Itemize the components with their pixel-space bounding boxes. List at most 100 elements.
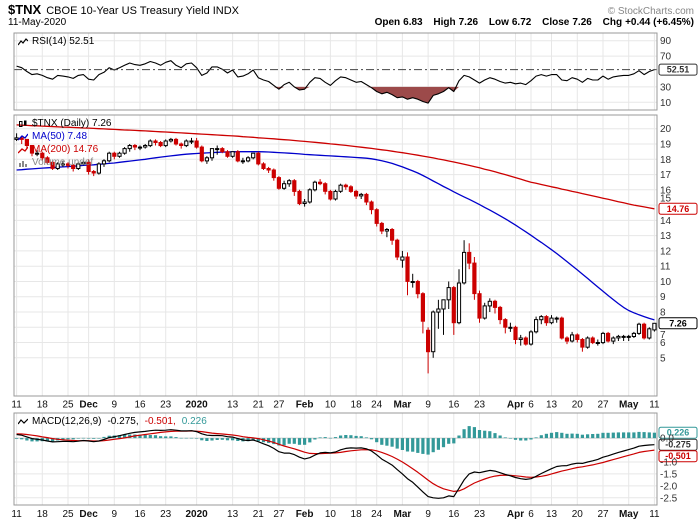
header-line2: 11-May-2020 Open 6.83 High 7.26 Low 6.72 Cl… [0,17,700,28]
svg-text:Feb: Feb [296,509,314,520]
svg-text:Apr: Apr [507,509,524,520]
svg-text:21: 21 [253,509,265,520]
svg-text:Apr: Apr [507,400,524,411]
svg-text:17: 17 [660,170,672,181]
svg-text:-0.275: -0.275 [665,440,691,450]
svg-text:6: 6 [528,400,534,411]
svg-text:27: 27 [597,509,609,520]
svg-text:25: 25 [62,509,74,520]
chart-date: 11-May-2020 [8,17,67,28]
svg-text:23: 23 [474,509,486,520]
svg-text:23: 23 [474,400,486,411]
ma50-line-icon [18,133,28,140]
svg-text:16: 16 [660,185,672,196]
chg-value: +0.44 (+6.45%) [625,17,694,28]
x-axis-labels: 11 18 25 Dec 9 16 23 2020 13 21 27 Feb 10 18 24 Mar 9 16 2… [11,400,660,521]
price-legend-row: $TNX (Daily) 7.26 [18,118,111,129]
svg-text:11: 11 [660,262,671,273]
svg-text:12: 12 [660,246,672,257]
volume-bars-icon [19,160,27,167]
volume-legend-row: Volume undef [18,157,93,168]
svg-text:0.0: 0.0 [660,434,674,445]
svg-text:-2.0: -2.0 [660,481,678,492]
symbol: $TNX [8,2,42,17]
svg-text:23: 23 [160,509,172,520]
macd-hist-value: 0.226 [181,416,207,427]
close-value: 7.26 [572,17,592,28]
svg-text:11: 11 [11,400,22,411]
svg-text:16: 16 [134,509,146,520]
high-value: 7.26 [458,17,479,28]
low-label: Low [488,17,509,28]
ma50-legend-row: MA(50) 7.48 [18,131,87,142]
svg-text:18: 18 [660,155,672,166]
svg-text:Feb: Feb [296,400,314,411]
svg-text:27: 27 [273,509,285,520]
svg-text:-2.5: -2.5 [660,493,678,504]
open-label: Open [374,17,401,28]
panel-borders [13,32,658,506]
svg-text:5: 5 [660,353,666,364]
macd-indicator-icon [18,418,28,424]
svg-text:-1.0: -1.0 [660,458,678,469]
low-value: 6.72 [511,17,532,28]
chg-label: Chg [602,17,623,28]
price-series-label: $TNX (Daily) 7.26 [32,118,112,129]
svg-text:11: 11 [649,400,660,411]
svg-text:16: 16 [448,509,460,520]
quote-summary: Open 6.83 High 7.26 Low 6.72 Close 7.26 Chg +… [367,17,694,28]
rsi-legend-label: RSI(14) 52.51 [32,36,95,47]
svg-text:9: 9 [425,509,431,520]
svg-text:16: 16 [448,400,460,411]
svg-text:18: 18 [351,400,363,411]
svg-text:23: 23 [160,400,172,411]
svg-text:24: 24 [371,509,383,520]
svg-text:21: 21 [253,400,265,411]
svg-text:27: 27 [597,400,609,411]
candles [14,133,657,374]
svg-text:18: 18 [37,400,49,411]
svg-text:13: 13 [546,509,558,520]
svg-text:16: 16 [134,400,146,411]
svg-text:25: 25 [62,400,74,411]
close-label: Close [542,17,570,28]
svg-text:10: 10 [325,400,337,411]
svg-text:19: 19 [660,140,672,151]
ma200-label: MA(200) 14.76 [32,144,99,155]
svg-text:10: 10 [660,277,672,288]
svg-text:90: 90 [660,36,672,47]
svg-text:11: 11 [649,509,660,520]
chart-header: $TNX CBOE 10-Year US Treasury Yield INDX… [0,0,700,28]
high-label: High [433,17,456,28]
svg-text:11: 11 [11,509,22,520]
svg-text:13: 13 [227,400,239,411]
svg-text:24: 24 [371,400,383,411]
price-plot [16,124,655,321]
svg-text:10: 10 [660,98,672,109]
svg-text:6: 6 [528,509,534,520]
svg-text:9: 9 [112,400,118,411]
svg-text:Mar: Mar [394,400,412,411]
svg-text:15: 15 [660,193,672,204]
header-line1: $TNX CBOE 10-Year US Treasury Yield INDX… [0,2,700,17]
svg-text:9: 9 [112,509,118,520]
svg-text:2020: 2020 [185,400,208,411]
macd-plot [15,426,656,499]
svg-text:13: 13 [546,400,558,411]
macd-legend-label: MACD(12,26,9) [32,416,102,427]
svg-text:30: 30 [660,82,672,93]
svg-text:May: May [619,509,639,520]
svg-text:70: 70 [660,52,672,63]
svg-text:13: 13 [660,231,672,242]
rsi-plot [14,60,657,104]
svg-text:18: 18 [37,509,49,520]
svg-text:14: 14 [660,216,672,227]
svg-text:Mar: Mar [394,509,412,520]
chart-title: CBOE 10-Year US Treasury Yield INDX [46,5,240,17]
candlestick-series-icon [19,120,27,127]
rsi-legend: RSI(14) 52.51 [18,36,94,47]
svg-text:10: 10 [325,509,337,520]
svg-text:9: 9 [660,292,666,303]
